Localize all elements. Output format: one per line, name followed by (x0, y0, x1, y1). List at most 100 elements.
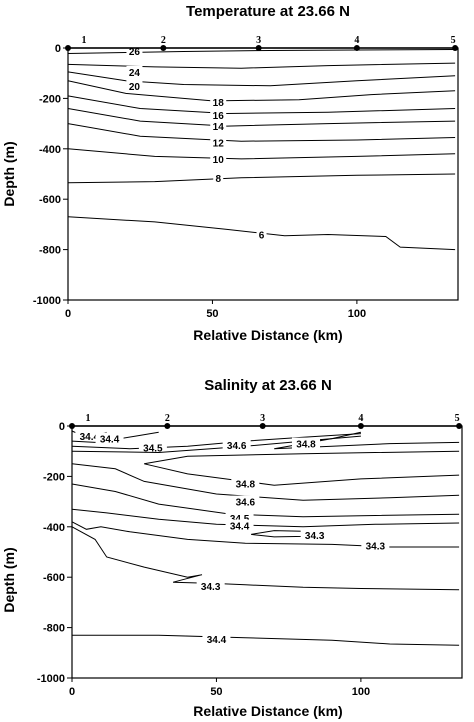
contour-label-bg (196, 580, 225, 592)
contour-lines: 34.4 34.434.5 34.6 34.834.834.634.534.434.3… (71, 430, 460, 646)
contour-line (67, 49, 456, 54)
contour-line (67, 95, 456, 115)
contour-label: 34.4 (100, 435, 120, 446)
contour-label: 34.4 (80, 432, 100, 443)
contour-label-bg (126, 79, 143, 91)
station-label: 5 (451, 35, 456, 46)
contour-label: 34.5 (143, 443, 163, 454)
contour-label: 24 (129, 68, 141, 79)
y-tick-label: 0 (55, 43, 61, 55)
contour-label: 34.3 (366, 542, 386, 553)
contour-label-bg (210, 136, 227, 148)
contour-label-bg (210, 152, 227, 164)
contour-line (67, 108, 456, 127)
contour-label: 20 (129, 82, 141, 93)
temperature-chart: Temperature at 23.66 N Relative Distance… (1, 3, 459, 343)
contour-label: 34.3 (201, 582, 221, 593)
contour-line (72, 634, 460, 646)
x-tick-label: 0 (69, 686, 75, 698)
contour-label: 34.4 (207, 635, 227, 646)
contour-label: 18 (213, 98, 225, 109)
station-label: 3 (260, 413, 265, 424)
contour-line (71, 463, 460, 501)
tick-labels: 0 -200 -400 -600 -800 -1000 0 50 100 (37, 421, 370, 698)
y-tick-label: -600 (39, 194, 61, 206)
station-label: 1 (82, 35, 87, 46)
contour-line (67, 80, 456, 102)
contour-label-bg (126, 65, 143, 77)
x-axis-title: Relative Distance (km) (193, 327, 342, 343)
contour-label: 16 (213, 111, 225, 122)
station-label: 4 (354, 35, 359, 46)
y-tick-label: -400 (39, 144, 61, 156)
contour-line (67, 216, 456, 251)
contour-label-bg (361, 539, 390, 551)
contour-label-bg (225, 511, 254, 523)
contour-label: 12 (213, 139, 225, 150)
station-label: 2 (165, 413, 170, 424)
contour-label: 6 (259, 230, 265, 241)
station-label: 5 (455, 413, 460, 424)
station-markers: 1 2 3 4 5 (69, 413, 463, 429)
contour-line (71, 483, 460, 518)
plot-frame (71, 425, 463, 679)
contour-label: 34.8 (236, 479, 256, 490)
chart-title: Temperature at 23.66 N (186, 3, 350, 20)
contour-label-bg (75, 430, 104, 442)
contour-label-bg (210, 96, 227, 108)
y-tick-label: -800 (43, 623, 65, 635)
contour-label-bg (138, 441, 167, 453)
station-label: 4 (358, 413, 363, 424)
contour-label: 26 (129, 47, 141, 58)
contour-line (144, 450, 460, 486)
y-tick-label: -1000 (33, 295, 61, 307)
contour-label: 34.8 (296, 440, 316, 451)
contour-label: 34.4 (230, 522, 250, 533)
contour-label-bg (202, 632, 231, 644)
contour-line (67, 123, 456, 142)
contour-line (67, 71, 456, 87)
y-axis-title: Depth (m) (1, 141, 17, 206)
contour-label-bg (300, 528, 329, 540)
contour-label-bg (95, 432, 124, 444)
x-axis-title: Relative Distance (km) (193, 703, 342, 719)
contour-label: 34.5 (230, 514, 250, 525)
salinity-chart: Salinity at 23.66 N Relative Distance (k… (1, 377, 463, 719)
plot-frame (67, 47, 459, 301)
contour-label: 34.3 (305, 531, 325, 542)
contour-label-bg (256, 228, 267, 240)
chart-title: Salinity at 23.66 N (204, 377, 332, 394)
x-tick-label: 0 (65, 308, 71, 320)
contour-label-bg (231, 477, 260, 489)
contour-label-bg (213, 171, 224, 183)
contour-line (71, 433, 361, 450)
contour-line (71, 526, 460, 591)
x-tick-label: 100 (352, 686, 370, 698)
x-tick-label: 50 (206, 308, 218, 320)
y-tick-label: -1000 (37, 673, 65, 685)
station-label: 3 (256, 35, 261, 46)
y-tick-label: -600 (43, 572, 65, 584)
x-tick-label: 50 (210, 686, 222, 698)
contour-label-bg (222, 438, 251, 450)
station-label: 2 (161, 35, 166, 46)
contour-label: 34.6 (227, 441, 247, 452)
contour-label-bg (210, 108, 227, 120)
contour-label: 10 (213, 155, 225, 166)
tick-labels: 0 -200 -400 -600 -800 -1000 0 50 100 (33, 43, 366, 320)
y-axis-title: Depth (m) (1, 547, 17, 612)
y-tick-label: -400 (43, 522, 65, 534)
y-tick-label: -200 (43, 471, 65, 483)
contour-label-bg (292, 437, 320, 449)
x-tick-label: 100 (348, 308, 366, 320)
contour-label-bg (126, 45, 143, 57)
contour-label: 8 (215, 174, 221, 185)
contour-label-bg (210, 120, 227, 132)
contour-line (67, 62, 456, 69)
contour-label: 34.6 (236, 498, 256, 509)
contour-label: 14 (213, 122, 225, 133)
station-label: 1 (86, 413, 91, 424)
y-tick-label: 0 (59, 421, 65, 433)
